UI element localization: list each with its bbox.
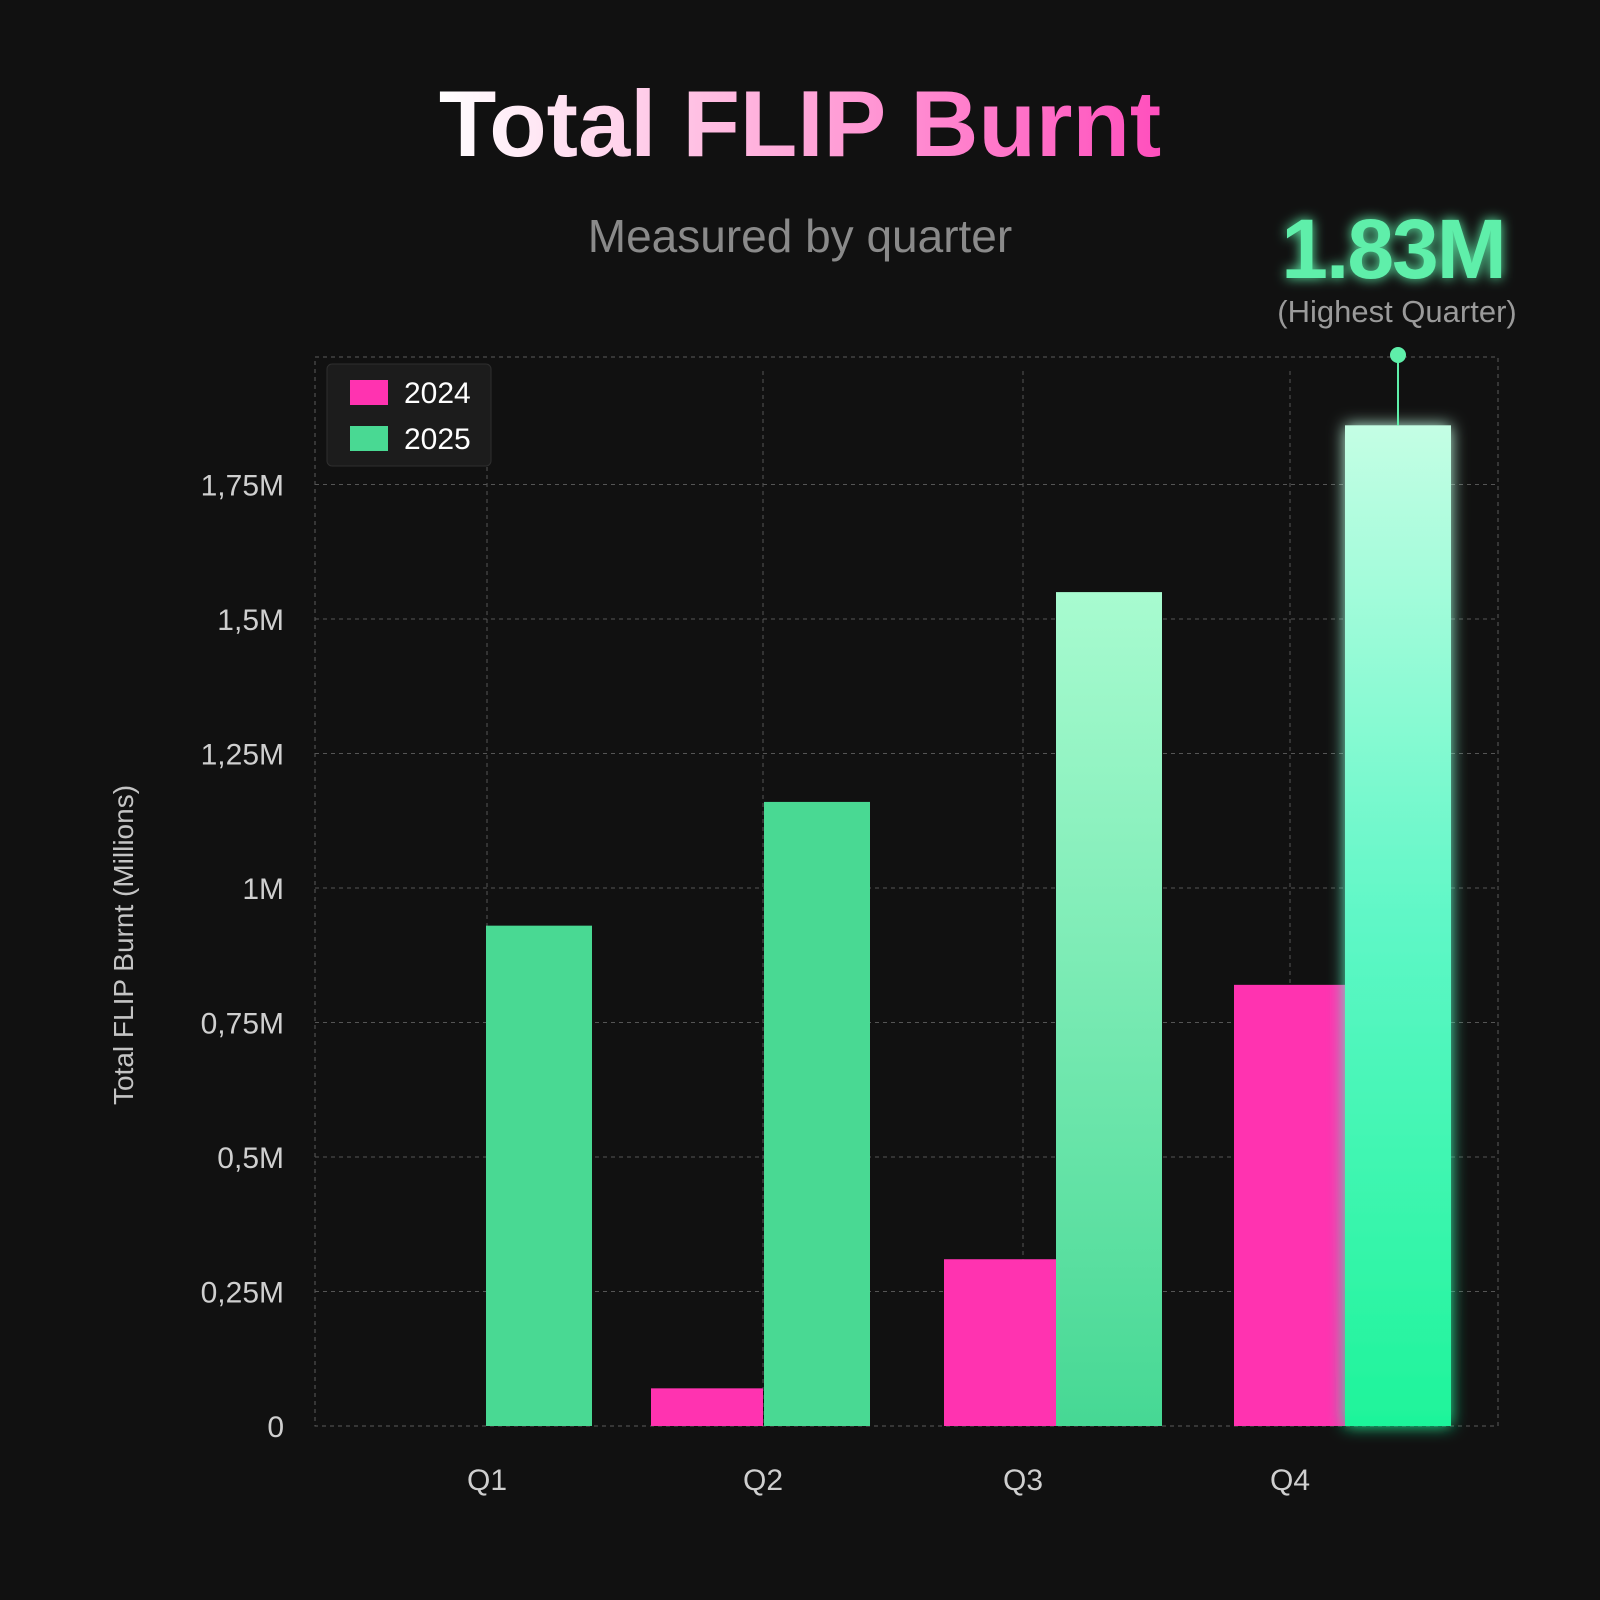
annotation-note: (Highest Quarter) <box>1277 294 1516 329</box>
y-tick-label: 1,25M <box>201 739 284 772</box>
x-tick-label: Q2 <box>743 1464 783 1497</box>
legend-swatch-2025 <box>350 426 388 451</box>
y-tick-label: 0,75M <box>201 1008 284 1041</box>
bar-2025-q2 <box>764 801 870 1426</box>
x-tick-label: Q4 <box>1270 1464 1310 1497</box>
legend-label-2024: 2024 <box>404 377 471 410</box>
y-tick-label: 1,75M <box>201 470 284 503</box>
y-tick-label: 1M <box>242 873 284 906</box>
chart-subtitle: Measured by quarter <box>588 210 1012 262</box>
x-tick-label: Q3 <box>1003 1464 1043 1497</box>
chart-title: Total FLIP Burnt <box>439 71 1161 176</box>
y-tick-label: 0,5M <box>217 1142 284 1175</box>
bar-2024-q3 <box>944 1259 1056 1426</box>
bar-2025-q4 <box>1345 425 1451 1426</box>
bar-2024-q2 <box>651 1388 763 1426</box>
legend-label-2025: 2025 <box>404 423 471 456</box>
y-tick-label: 0,25M <box>201 1277 284 1310</box>
bar-2025-q1 <box>486 925 592 1426</box>
annotation-value: 1.83M <box>1281 202 1504 296</box>
plot-border <box>314 356 1499 1427</box>
y-axis-label: Total FLIP Burnt (Millions) <box>108 785 139 1105</box>
y-tick-label: 0 <box>267 1411 284 1444</box>
annotation-pointer-dot <box>1390 347 1406 363</box>
legend-swatch-2024 <box>350 380 388 405</box>
x-tick-label: Q1 <box>467 1464 507 1497</box>
bar-2025-q3 <box>1056 592 1162 1426</box>
bar-2024-q4 <box>1234 984 1346 1426</box>
y-tick-label: 1,5M <box>217 604 284 637</box>
